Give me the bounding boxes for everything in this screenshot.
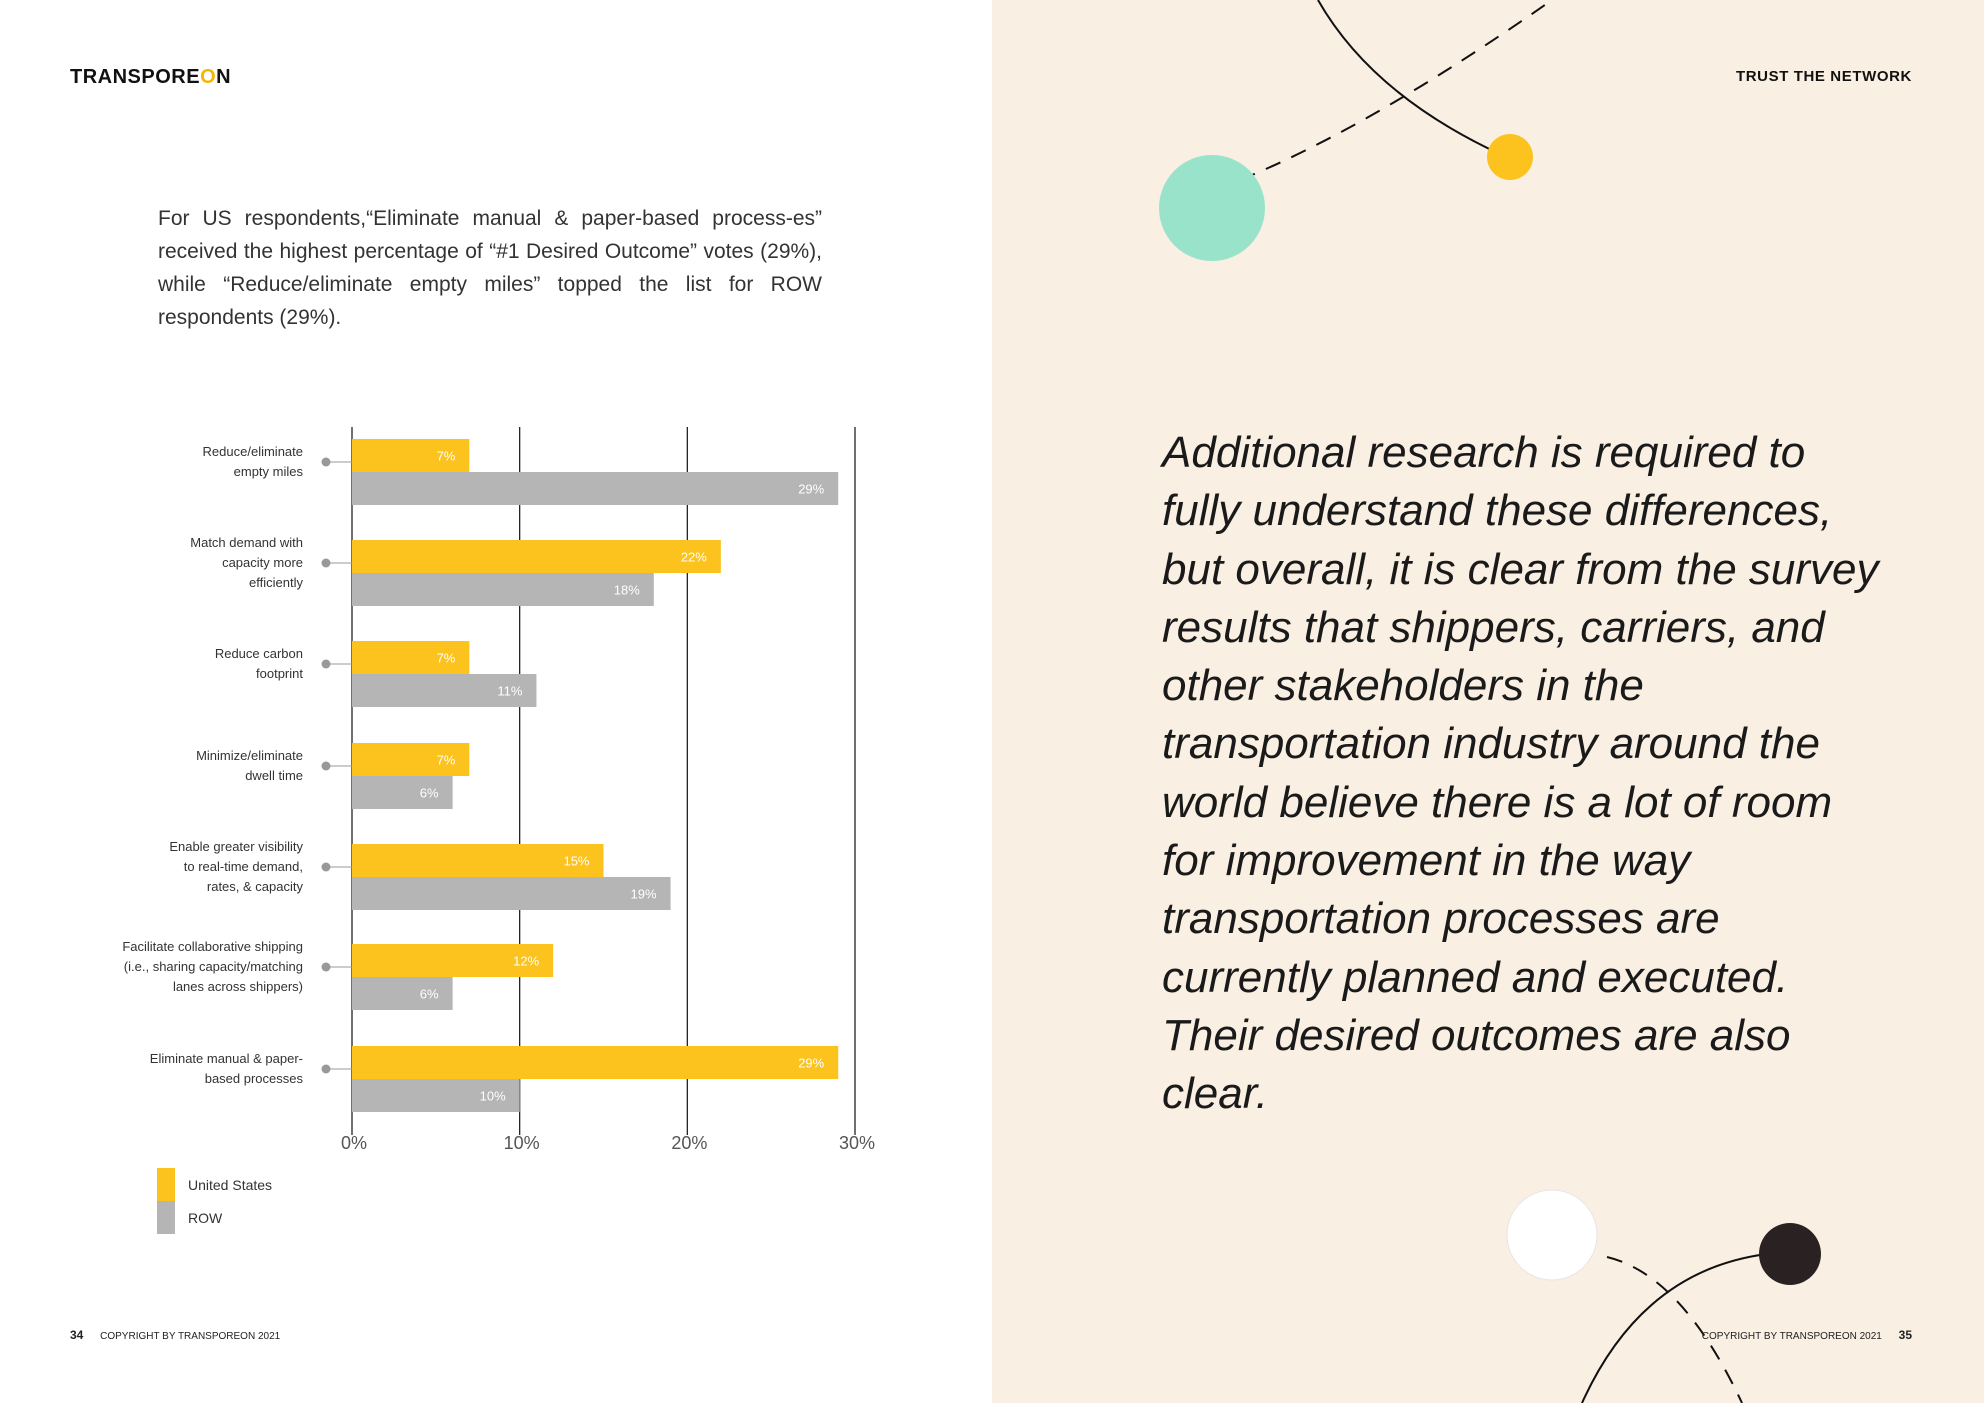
white-textured-circle bbox=[1506, 1189, 1598, 1281]
pull-quote: Additional research is required to fully… bbox=[1162, 428, 1879, 1119]
legend-swatch-row bbox=[157, 1201, 175, 1234]
x-tick-label: 20% bbox=[671, 1133, 707, 1153]
page-number-left: 34 bbox=[70, 1328, 84, 1342]
bar-row-4 bbox=[352, 877, 671, 910]
yellow-circle bbox=[1487, 134, 1533, 180]
intro-paragraph: For US respondents,“Eliminate manual & p… bbox=[158, 207, 822, 329]
dark-circle bbox=[1759, 1223, 1821, 1285]
bar-row-5 bbox=[352, 977, 453, 1010]
bar-value-label: 10% bbox=[480, 1089, 506, 1104]
logo-text-end: N bbox=[216, 66, 232, 88]
bar-value-label: 6% bbox=[420, 786, 439, 801]
category-label: capacity more bbox=[222, 555, 303, 570]
page-number-right: 35 bbox=[1898, 1328, 1912, 1342]
category-label: Minimize/eliminate bbox=[196, 748, 303, 763]
bar-value-label: 7% bbox=[437, 753, 456, 768]
bar-value-label: 29% bbox=[798, 482, 824, 497]
bar-value-label: 7% bbox=[437, 449, 456, 464]
category-label: Reduce carbon bbox=[215, 646, 303, 661]
category-label: Match demand with bbox=[190, 535, 303, 550]
bar-value-label: 6% bbox=[420, 987, 439, 1002]
right-page: TRUST THE NETWORK Additional research is… bbox=[992, 0, 1984, 1403]
bar-value-label: 12% bbox=[513, 954, 539, 969]
category-connector-dot bbox=[321, 457, 331, 467]
bar-value-label: 7% bbox=[437, 651, 456, 666]
category-label: footprint bbox=[256, 666, 303, 681]
bar-row-6 bbox=[352, 1079, 520, 1112]
left-page: TRANSPOREON For US respondents,“Eliminat… bbox=[70, 66, 876, 1342]
section-title: TRUST THE NETWORK bbox=[1735, 68, 1912, 85]
legend-label-united-states: United States bbox=[188, 1176, 273, 1193]
transporeon-logo: TRANSPOREON bbox=[70, 66, 231, 89]
bar-value-label: 11% bbox=[497, 684, 522, 699]
footer-right: COPYRIGHT BY TRANSPOREON 2021 35 bbox=[1702, 1328, 1912, 1342]
logo-text-main: TRANSPORE bbox=[70, 66, 201, 88]
category-label: rates, & capacity bbox=[207, 879, 304, 894]
bar-united-states-6 bbox=[352, 1046, 839, 1079]
category-connector-dot bbox=[321, 1064, 331, 1074]
bar-united-states-4 bbox=[352, 844, 604, 877]
category-connector-dot bbox=[321, 761, 331, 771]
x-tick-label: 10% bbox=[504, 1133, 540, 1153]
legend-swatch-united-states bbox=[157, 1168, 175, 1201]
category-label: to real-time demand, bbox=[184, 859, 303, 874]
category-label: empty miles bbox=[234, 464, 304, 479]
bar-value-label: 22% bbox=[681, 550, 707, 565]
category-connector-dot bbox=[321, 558, 331, 568]
category-label: dwell time bbox=[245, 768, 303, 783]
legend-item-united-states: United States bbox=[157, 1168, 272, 1201]
footer-left: 34 COPYRIGHT BY TRANSPOREON 2021 bbox=[70, 1328, 280, 1342]
x-tick-label: 0% bbox=[341, 1133, 367, 1153]
copyright-right: COPYRIGHT BY TRANSPOREON 2021 bbox=[1701, 1331, 1882, 1342]
category-label: Eliminate manual & paper- bbox=[150, 1051, 303, 1066]
bar-value-label: 18% bbox=[614, 583, 640, 598]
legend-label-row: ROW bbox=[188, 1209, 223, 1226]
mint-circle bbox=[1159, 155, 1265, 261]
chart-legend: United States ROW bbox=[157, 1168, 272, 1234]
bar-united-states-5 bbox=[352, 944, 554, 977]
x-tick-label: 30% bbox=[839, 1133, 875, 1153]
category-label: based processes bbox=[205, 1071, 304, 1086]
bar-united-states-3 bbox=[352, 743, 470, 776]
bar-row-3 bbox=[352, 776, 453, 809]
bar-row-0 bbox=[352, 472, 839, 505]
category-label: Facilitate collaborative shipping bbox=[122, 939, 303, 954]
copyright-left: COPYRIGHT BY TRANSPOREON 2021 bbox=[100, 1331, 281, 1342]
bar-value-label: 19% bbox=[631, 887, 657, 902]
category-label: Enable greater visibility bbox=[169, 839, 303, 854]
category-label: efficiently bbox=[249, 575, 303, 590]
legend-item-row: ROW bbox=[157, 1201, 272, 1234]
category-label: Reduce/eliminate bbox=[203, 444, 303, 459]
category-connector-dot bbox=[321, 862, 331, 872]
bar-united-states-2 bbox=[352, 641, 470, 674]
category-connector-dot bbox=[321, 659, 331, 669]
orbit-arc-top bbox=[1317, 0, 1503, 156]
bar-united-states-1 bbox=[352, 540, 721, 573]
decorative-orbits bbox=[1159, 0, 1821, 1403]
desired-outcomes-bar-chart: 7% 29% Reduce/eliminate empty miles 22% 18% Ma… bbox=[122, 427, 875, 1153]
category-label: lanes across shippers) bbox=[173, 979, 303, 994]
category-label: (i.e., sharing capacity/matching bbox=[124, 959, 303, 974]
bar-value-label: 29% bbox=[798, 1056, 824, 1071]
orbit-arc-bottom bbox=[1581, 1253, 1768, 1403]
logo-text-accent: O bbox=[200, 66, 217, 88]
bar-row-1 bbox=[352, 573, 654, 606]
category-connector-dot bbox=[321, 962, 331, 972]
orbit-dashed-bottom bbox=[1606, 1256, 1743, 1403]
bar-value-label: 15% bbox=[563, 854, 589, 869]
bar-united-states-0 bbox=[352, 439, 470, 472]
bar-row-2 bbox=[352, 674, 537, 707]
